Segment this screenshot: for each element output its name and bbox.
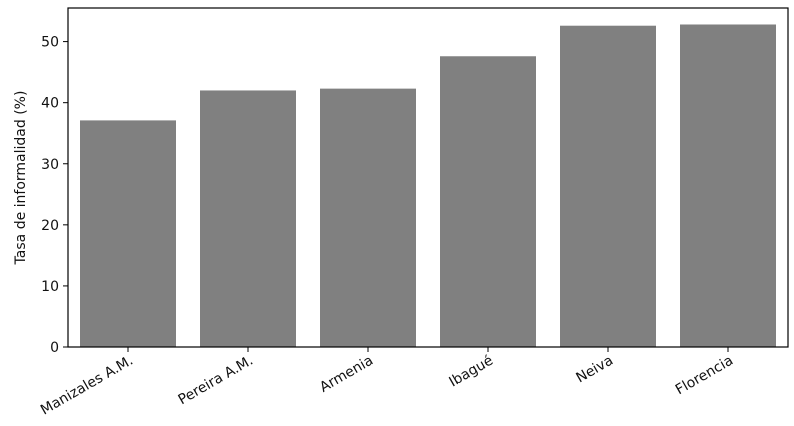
x-tick-label: Neiva — [573, 353, 616, 387]
bars-group — [80, 24, 776, 348]
bar-4 — [560, 25, 656, 348]
y-tick-label: 40 — [41, 96, 59, 112]
y-tick-label: 10 — [41, 279, 59, 295]
x-tick-label: Florencia — [673, 353, 736, 399]
y-tick-label: 30 — [41, 157, 59, 173]
x-tick-label: Ibagué — [446, 353, 496, 391]
y-axis-label: Tasa de informalidad (%) — [13, 91, 29, 266]
y-tick-label: 50 — [41, 35, 59, 51]
bar-2 — [320, 88, 416, 348]
x-tick-label: Armenia — [317, 353, 376, 396]
x-ticks-group: Manizales A.M. Pereira A.M. Armenia Ibagué N… — [38, 347, 736, 418]
x-tick-label: Manizales A.M. — [38, 353, 136, 419]
bar-0 — [80, 120, 176, 347]
y-tick-label: 0 — [50, 340, 59, 356]
bar-5 — [680, 24, 776, 348]
bar-1 — [200, 90, 296, 347]
y-tick-label: 20 — [41, 218, 59, 234]
x-tick-label: Pereira A.M. — [176, 353, 256, 409]
y-ticks-group: 0 10 20 30 40 50 — [41, 35, 68, 356]
bar-3 — [440, 56, 536, 347]
plot-frame — [67, 7, 789, 348]
